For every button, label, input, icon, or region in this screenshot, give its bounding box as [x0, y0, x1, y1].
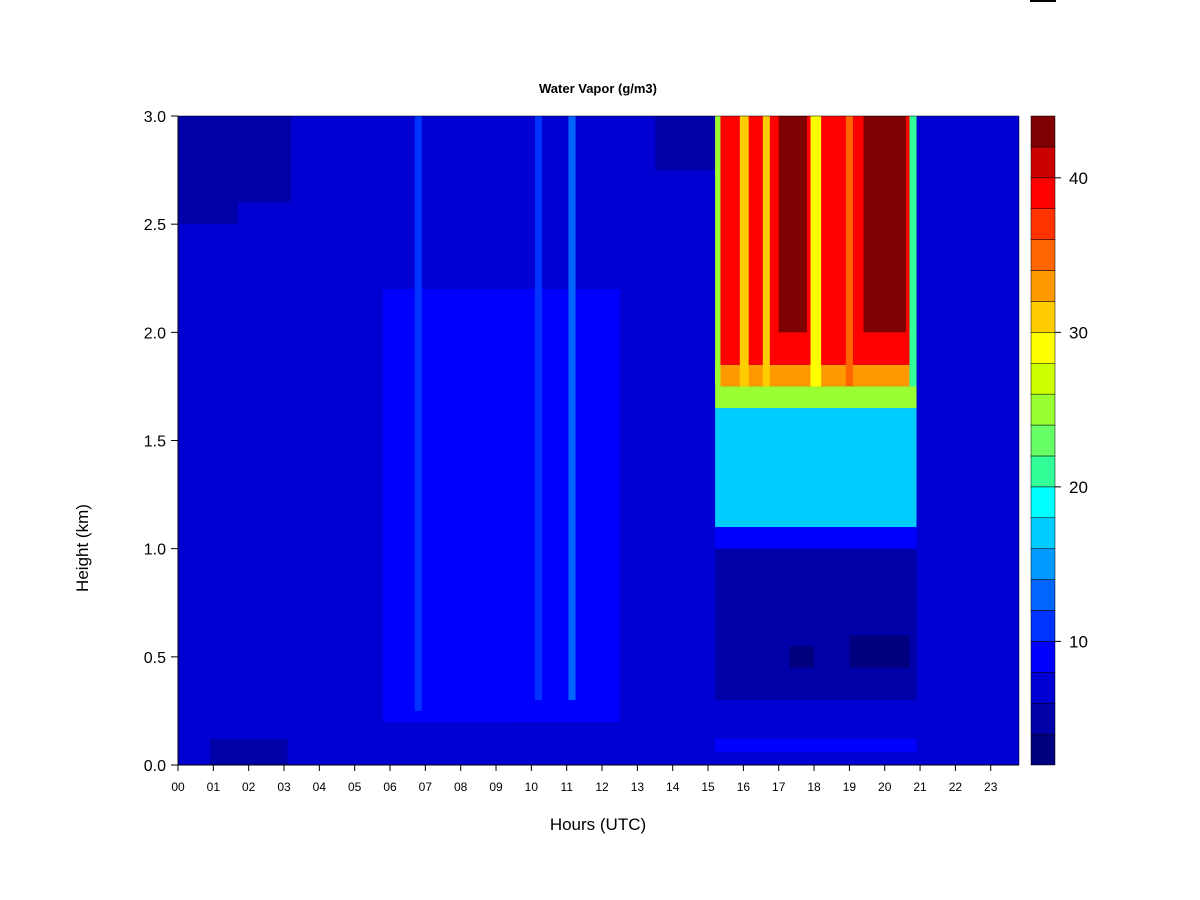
x-tick-label: 02 [242, 780, 256, 794]
y-tick-label: 1.5 [144, 434, 166, 451]
x-tick-label: 21 [913, 780, 927, 794]
colorbar-swatch [1030, 177, 1056, 209]
vapor-streak [568, 116, 576, 701]
colorbar-tick-label: 10 [1069, 632, 1088, 651]
y-axis-title: Height (km) [73, 504, 92, 592]
x-tick-label: 16 [737, 780, 751, 794]
x-axis-title: Hours (UTC) [550, 815, 646, 834]
moist-stripe [739, 116, 749, 387]
x-axis: 00 01 02 03 04 05 06 07 08 09 10 11 12 13 14 15 16 17 18 19… [171, 764, 1019, 794]
colorbar-swatch [1030, 332, 1056, 364]
dry-region [178, 202, 239, 225]
event-surface [715, 739, 917, 753]
event-transition [715, 386, 917, 409]
y-tick-label: 0.0 [144, 758, 166, 775]
vapor-streak [534, 116, 542, 701]
moist-stripe [909, 116, 917, 387]
moist-stripe [715, 116, 721, 387]
x-tick-label: 15 [701, 780, 715, 794]
moist-stripe [845, 116, 853, 387]
colorbar-swatch [1030, 208, 1056, 240]
event-dry-layer [789, 646, 815, 668]
moist-stripe [762, 116, 770, 387]
colorbar-swatch [1030, 672, 1056, 704]
y-tick-label: 1.0 [144, 542, 166, 559]
x-tick-label: 07 [419, 780, 433, 794]
x-tick-label: 20 [878, 780, 892, 794]
colorbar-swatch [1030, 610, 1056, 642]
colorbar-swatch [1030, 579, 1056, 611]
x-tick-label: 04 [313, 780, 327, 794]
event-dry-layer [715, 537, 917, 701]
colorbar-swatch [1030, 239, 1056, 271]
colorbar-tick-label: 30 [1069, 323, 1088, 342]
colorbar-tick-label: 40 [1069, 169, 1088, 188]
colorbar-swatch [1030, 115, 1056, 148]
dry-region [209, 739, 288, 765]
colorbar-tick-label: 20 [1069, 478, 1088, 497]
colorbar-swatch [1030, 424, 1056, 457]
colorbar-swatch [1030, 362, 1056, 395]
heatmap-field [178, 116, 1019, 765]
x-tick-label: 22 [949, 780, 963, 794]
moist-band [510, 635, 620, 722]
dry-region [655, 116, 716, 171]
x-tick-label: 19 [843, 780, 857, 794]
x-tick-label: 12 [595, 780, 609, 794]
top-marker [1030, 0, 1056, 2]
colorbar-swatch [1030, 733, 1056, 766]
x-tick-label: 10 [525, 780, 539, 794]
y-tick-label: 2.5 [144, 217, 166, 234]
x-tick-label: 05 [348, 780, 362, 794]
x-tick-label: 17 [772, 780, 786, 794]
colorbar-swatch [1030, 641, 1056, 673]
colorbar-swatch [1030, 455, 1056, 488]
colorbar-swatch [1030, 486, 1056, 519]
event-transition [715, 527, 917, 549]
colorbar: 10 20 30 40 [1030, 115, 1088, 766]
y-tick-label: 2.0 [144, 325, 166, 342]
x-tick-label: 01 [207, 780, 221, 794]
x-tick-label: 23 [984, 780, 998, 794]
moist-core [778, 116, 807, 333]
dry-region [178, 116, 292, 203]
moist-core [863, 116, 906, 333]
event-surface [715, 700, 917, 765]
colorbar-swatch [1030, 393, 1056, 426]
colorbar-swatch [1030, 548, 1056, 580]
colorbar-swatch [1030, 702, 1056, 735]
colorbar-swatch [1030, 270, 1056, 302]
x-tick-label: 18 [807, 780, 821, 794]
x-tick-label: 06 [383, 780, 397, 794]
y-tick-label: 3.0 [144, 109, 166, 126]
colorbar-swatch [1030, 301, 1056, 333]
y-tick-label: 0.5 [144, 650, 166, 667]
x-tick-label: 09 [489, 780, 503, 794]
x-tick-label: 00 [171, 780, 185, 794]
colorbar-swatch [1030, 517, 1056, 549]
x-tick-label: 14 [666, 780, 680, 794]
vapor-streak [414, 116, 422, 711]
chart-title: Water Vapor (g/m3) [539, 81, 657, 96]
x-tick-label: 08 [454, 780, 468, 794]
y-axis: 0.0 0.5 1.0 1.5 2.0 2.5 3.0 [144, 109, 179, 775]
x-tick-label: 11 [560, 780, 573, 794]
moist-stripe [810, 116, 822, 387]
x-tick-label: 13 [631, 780, 645, 794]
x-tick-label: 03 [277, 780, 291, 794]
event-transition [715, 408, 917, 528]
event-dry-layer [849, 635, 910, 668]
colorbar-swatch [1030, 146, 1056, 179]
